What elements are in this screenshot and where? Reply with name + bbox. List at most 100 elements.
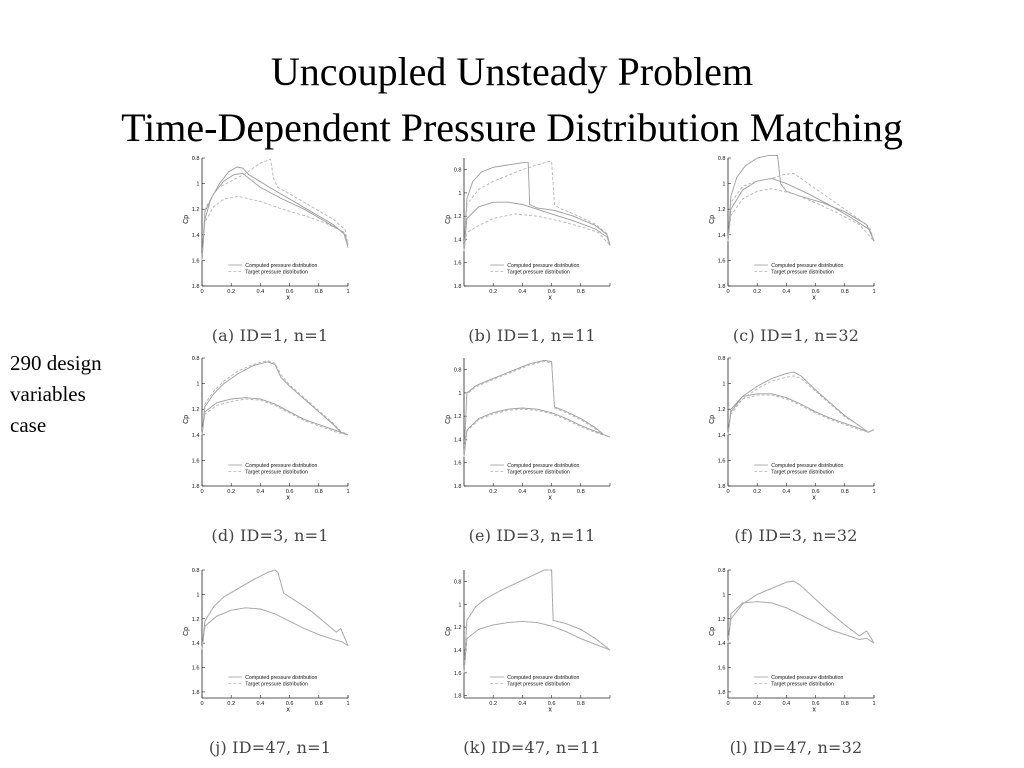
chart-svg: 0.8 1 1.2 1.4 1.6 1.8 0.2 0.4 0.6 0.8 x Cp Computed … [445,358,611,502]
legend-label: Computed pressure distribution [245,675,317,681]
target-pressure-line [463,620,611,673]
y-tick-label: 0.8 [192,568,200,574]
legend-label: Computed pressure distribution [507,675,579,681]
y-tick-label: 1 [458,391,461,397]
x-tick-label: 1 [346,489,349,495]
computed-pressure-line [463,569,611,673]
y-tick-label: 1.6 [718,666,726,672]
legend-label: Target pressure distribution [507,469,570,475]
legend-label: Target pressure distribution [507,269,570,275]
chart-caption: (e) ID=3, n=11 [468,526,596,545]
legend-label: Computed pressure distribution [507,463,579,469]
chart-caption: (b) ID=1, n=11 [468,326,596,345]
x-tick-label: 0.4 [257,489,265,495]
x-tick-label: 0 [200,701,203,707]
x-tick-label: 0.2 [753,701,761,707]
target-pressure-line [727,188,875,242]
y-tick-label: 1 [722,592,725,598]
x-axis-label: x [812,707,816,714]
y-axis-label: Cp [445,415,452,424]
y-tick-label: 1.8 [718,284,726,290]
chart-caption: (k) ID=47, n=11 [463,738,601,757]
legend-label: Target pressure distribution [771,469,834,475]
side-note-line: 290 design [10,351,102,375]
x-tick-label: 0.2 [489,289,497,295]
x-tick-label: 0.8 [577,289,585,295]
x-tick-label: 0.4 [257,289,265,295]
side-note-line: case [10,413,47,437]
x-tick-label: 1 [346,701,349,707]
y-tick-label: 1.2 [454,214,462,220]
chart-panel: 0.8 1 1.2 1.4 1.6 1.8 0 0.2 0.4 0.6 0.8 1 x Cp Compute… [708,150,884,350]
y-tick-label: 1.4 [454,237,462,243]
legend-label: Computed pressure distribution [507,263,579,269]
computed-pressure-line [463,162,611,252]
legend-label: Target pressure distribution [245,269,308,275]
legend-label: Computed pressure distribution [771,463,843,469]
target-pressure-line [201,569,349,650]
x-tick-label: 0.6 [812,289,820,295]
x-tick-label: 0.8 [577,701,585,707]
target-pressure-line [463,569,611,673]
y-tick-label: 0.8 [718,568,726,574]
x-axis-label: x [286,495,290,502]
chart-panel: 0.8 1 1.2 1.4 1.6 1.8 0.2 0.4 0.6 0.8 x Cp Computed … [444,562,620,762]
y-tick-label: 1.4 [454,437,462,443]
target-pressure-line [201,360,349,436]
y-tick-label: 1.2 [192,617,200,623]
y-tick-label: 1.4 [192,641,200,647]
y-tick-label: 1.8 [718,484,726,490]
legend-label: Computed pressure distribution [245,263,317,269]
x-tick-label: 0 [726,289,729,295]
y-tick-label: 1.6 [454,261,462,267]
chart-svg: 0.8 1 1.2 1.4 1.6 1.80 0.2 0.4 0.6 0.8 1 x Cp Compute… [183,356,350,502]
computed-pressure-line [727,580,875,644]
y-tick-label: 1 [722,182,725,188]
y-tick-label: 1.2 [454,414,462,420]
slide-title-line-1: Uncoupled Unsteady Problem [270,49,754,94]
y-axis-label: Cp [709,215,716,224]
chart-panel: 0.8 1 1.2 1.4 1.6 1.8 0 0.2 0.4 0.6 0.8 1 x Cp Compute… [708,350,884,550]
x-axis-label: x [548,707,552,714]
legend-label: Target pressure distribution [771,269,834,275]
target-pressure-line [463,213,611,252]
y-tick-label: 1.6 [192,666,200,672]
target-pressure-line [727,601,875,644]
x-tick-label: 0.2 [489,489,497,495]
x-tick-label: 0.6 [286,289,294,295]
y-tick-label: 0.8 [718,356,726,362]
y-tick-label: 0.8 [192,156,200,162]
x-tick-label: 0.4 [783,701,791,707]
chart-caption: (l) ID=47, n=32 [729,738,863,757]
y-tick-label: 1.4 [718,233,726,239]
y-tick-label: 1 [196,182,199,188]
computed-pressure-line [727,393,875,435]
y-tick-label: 1 [458,602,461,608]
x-tick-label: 1 [872,289,875,295]
target-pressure-line [201,398,349,436]
x-axis-label: x [548,495,552,502]
chart-svg: 0.8 1 1.2 1.4 1.6 1.80 0.2 0.4 0.6 0.8 1 x Cp Compute… [183,156,350,302]
x-tick-label: 0.8 [577,489,585,495]
y-tick-label: 1.2 [718,207,726,213]
y-axis-label: Cp [445,627,452,636]
y-tick-label: 0.8 [718,156,726,162]
y-tick-label: 1.2 [718,617,726,623]
legend-label: Target pressure distribution [245,469,308,475]
y-tick-label: 1.6 [454,671,462,677]
x-axis-label: x [812,295,816,302]
chart-panel: 0.8 1 1.2 1.4 1.6 1.8 0 0.2 0.4 0.6 0.8 1 x Cp Compute… [182,350,358,550]
chart-svg: 0.8 1 1.2 1.4 1.6 1.80 0.2 0.4 0.6 0.8 1 x Cp Compute… [709,568,876,714]
legend-label: Computed pressure distribution [771,263,843,269]
x-tick-label: 0.4 [257,701,265,707]
computed-pressure-line [201,397,349,436]
chart-caption: (f) ID=3, n=32 [734,526,858,545]
y-tick-label: 1.4 [718,433,726,439]
y-tick-label: 1.6 [718,258,726,264]
y-tick-label: 1.2 [192,407,200,413]
computed-pressure-line [463,620,611,673]
y-tick-label: 0.8 [454,168,462,174]
x-tick-label: 0.4 [519,701,527,707]
y-tick-label: 1.8 [192,484,200,490]
chart-panel: 0.8 1 1.2 1.4 1.6 1.8 0 0.2 0.4 0.6 0.8 1 x Cp Compute… [182,562,358,762]
